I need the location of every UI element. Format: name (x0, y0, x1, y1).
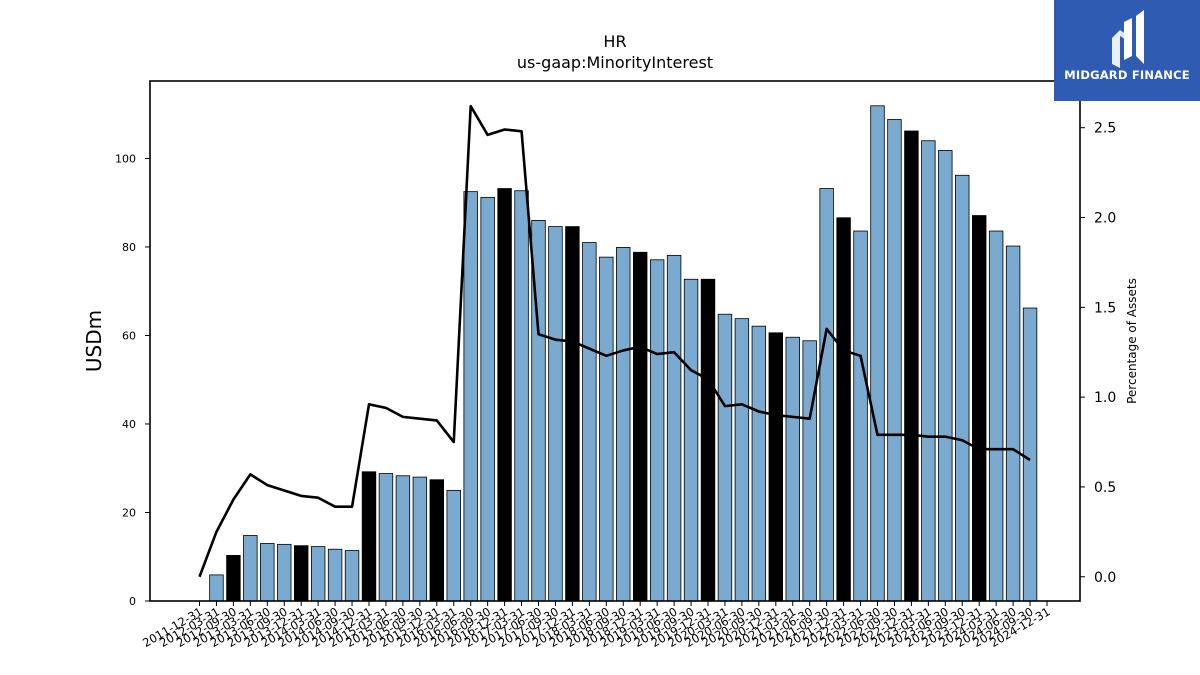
bar-2023-03-31 (921, 140, 936, 602)
y2-tick-label: 2.0 (1094, 211, 1116, 227)
bar-2017-09-30 (548, 226, 563, 602)
bar-2023-06-30 (938, 150, 953, 602)
bar-2020-06-30 (734, 318, 750, 602)
bar-2016-03-31 (446, 489, 461, 602)
chart-subtitle: us-gaap:MinorityInterest (516, 53, 714, 72)
y-axis: 0 20 40 60 80 100 (115, 152, 150, 608)
bars-group (209, 105, 1038, 602)
bar-2020-03-31 (717, 313, 733, 602)
midgard-logo-icon (1112, 10, 1144, 68)
bar-2021-06-30 (802, 340, 817, 602)
bar-2019-06-30 (666, 254, 682, 602)
bar-2017-03-31 (514, 190, 529, 602)
bar-2022-03-31 (853, 230, 868, 602)
bar-2020-09-30 (751, 325, 767, 602)
bar-2014-06-30 (327, 548, 343, 602)
bar-2012-09-30 (226, 555, 241, 602)
y2-tick-label: 0.0 (1094, 570, 1116, 586)
bar-2024-09-30 (1022, 307, 1038, 602)
bar-2018-03-31 (582, 242, 597, 602)
y-tick-label: 80 (122, 241, 136, 254)
bar-2012-03-31 (209, 574, 224, 602)
bar-2015-06-30 (395, 475, 411, 602)
y2-axis-label: Percentage of Assets (1125, 278, 1139, 404)
bar-2018-09-30 (616, 246, 631, 602)
bar-2019-03-31 (649, 259, 665, 602)
bar-2022-09-30 (887, 119, 902, 602)
percentage-line (198, 104, 1031, 578)
bar-2021-12-31 (836, 217, 851, 602)
plot-frame (149, 80, 1081, 602)
bar-2019-09-30 (683, 278, 699, 602)
bar-2019-12-31 (700, 278, 716, 602)
bar-2018-06-30 (599, 256, 614, 602)
bar-2024-06-30 (1005, 245, 1021, 602)
y-tick-label: 40 (122, 418, 136, 431)
bar-2024-03-31 (988, 230, 1004, 602)
brand-logo: MIDGARD FINANCE (1054, 0, 1200, 101)
y-axis-label: USDm (82, 310, 106, 372)
bar-2020-12-31 (768, 332, 784, 602)
chart-title: HR (603, 32, 627, 51)
bar-2013-06-30 (260, 543, 275, 602)
bar-2023-09-30 (955, 174, 970, 602)
bar-2017-12-31 (565, 226, 580, 602)
y2-tick-label: 1.0 (1094, 390, 1116, 406)
bar-2018-12-31 (633, 251, 648, 602)
brand-logo-text: MIDGARD FINANCE (1064, 68, 1190, 82)
y-tick-label: 20 (122, 506, 136, 519)
bar-2013-12-31 (293, 545, 309, 602)
bar-2016-09-30 (480, 196, 495, 602)
bar-2023-12-31 (972, 215, 987, 602)
x-axis: 2011-12-312012-03-312012-09-302013-03-31… (140, 601, 1053, 650)
bar-2015-12-31 (429, 479, 445, 602)
y2-tick-label: 0.5 (1094, 480, 1116, 496)
y2-tick-label: 2.5 (1094, 121, 1116, 137)
bar-2016-12-31 (497, 188, 512, 602)
y-tick-label: 100 (115, 152, 136, 165)
bar-2015-03-31 (378, 473, 394, 602)
bar-2014-03-31 (310, 546, 326, 602)
bar-2021-09-30 (819, 188, 834, 602)
bar-2013-09-30 (277, 543, 292, 602)
line-group (198, 104, 1031, 578)
y2-tick-label: 1.5 (1094, 300, 1116, 316)
bar-2013-03-31 (243, 535, 258, 602)
bar-2015-09-30 (412, 476, 428, 602)
bar-2021-03-31 (785, 336, 800, 602)
bar-2016-06-30 (463, 191, 478, 602)
y-tick-label: 0 (129, 595, 136, 608)
bar-2014-12-31 (361, 471, 377, 602)
y-tick-label: 60 (122, 329, 136, 342)
bar-2022-06-30 (870, 105, 885, 602)
bar-2014-09-30 (344, 550, 360, 602)
bar-2022-12-31 (904, 130, 919, 602)
y2-axis: 0.0 0.5 1.0 1.5 2.0 2.5 (1080, 121, 1116, 586)
